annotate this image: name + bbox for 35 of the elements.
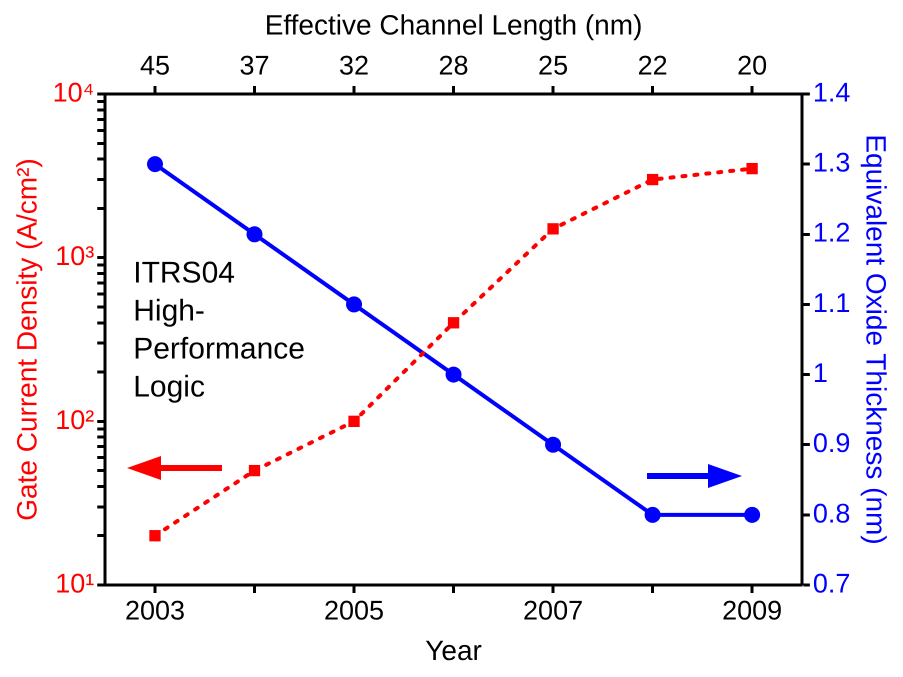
annotation: 37 bbox=[239, 50, 270, 80]
annotation: 22 bbox=[638, 50, 668, 80]
x2-axis-title: Effective Channel Length (nm) bbox=[264, 10, 642, 41]
y2-tick-label: 1 bbox=[812, 358, 828, 388]
x-tick-label: 2009 bbox=[722, 596, 782, 626]
point bbox=[547, 223, 559, 235]
y2-tick-label: 1.2 bbox=[812, 218, 850, 248]
annotation: ITRS04 High- Performance Logic bbox=[133, 256, 305, 404]
point bbox=[348, 416, 360, 427]
y2-tick-label: 1.1 bbox=[812, 288, 850, 318]
point bbox=[646, 174, 658, 186]
annotation: 25 bbox=[538, 50, 568, 80]
annotation: 28 bbox=[438, 50, 469, 80]
annotation: 45 bbox=[140, 50, 170, 80]
point bbox=[746, 162, 758, 174]
x-tick-label: 2007 bbox=[523, 596, 584, 626]
x-tick-label: 2003 bbox=[124, 596, 186, 626]
y2-tick-label: 0.8 bbox=[812, 498, 850, 528]
point bbox=[448, 317, 460, 328]
y-tick-label: 10⁴ bbox=[52, 77, 94, 108]
y-tick-label: 10² bbox=[55, 404, 94, 435]
point bbox=[248, 464, 260, 476]
annotation: 32 bbox=[339, 50, 370, 80]
y2-tick-label: 0.7 bbox=[812, 568, 850, 598]
point bbox=[149, 530, 161, 542]
y2-tick-label: 1.4 bbox=[812, 77, 850, 108]
y2-tick-label: 0.9 bbox=[812, 428, 850, 458]
y-tick-label: 10¹ bbox=[55, 568, 94, 598]
y-axis-title: Gate Current Density (A/cm²) bbox=[12, 158, 43, 521]
x-axis-title: Year bbox=[425, 634, 482, 666]
y-tick-label: 10³ bbox=[55, 241, 94, 272]
y2-tick-label: 1.3 bbox=[812, 148, 850, 178]
y2-axis-title: Equivalent Oxide Thickness (nm) bbox=[860, 134, 892, 545]
annotation: 20 bbox=[737, 50, 768, 80]
x-tick-label: 2005 bbox=[324, 596, 384, 626]
